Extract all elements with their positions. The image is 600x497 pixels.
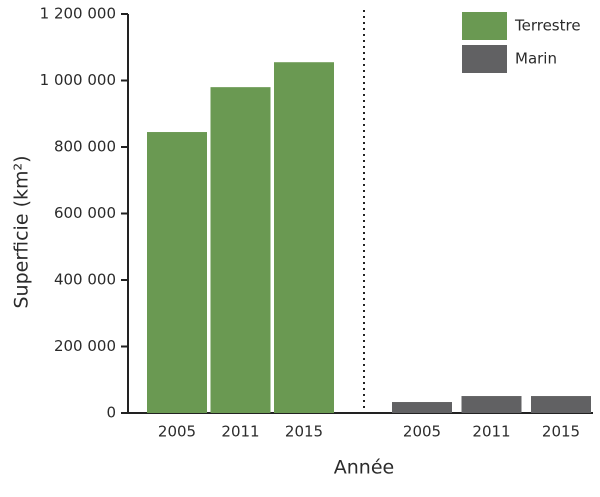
legend-label: Terrestre: [514, 17, 581, 35]
y-tick-label: 0: [106, 404, 116, 422]
x-tick-label: 2005: [158, 423, 196, 441]
legend-label: Marin: [515, 50, 557, 68]
x-axis-title: Année: [334, 457, 394, 479]
y-tick-label: 1 200 000: [40, 5, 116, 23]
x-tick-label: 2015: [542, 423, 580, 441]
legend-swatch: [462, 45, 507, 73]
bar: [274, 62, 334, 414]
x-tick-label: 2005: [403, 423, 441, 441]
y-tick-label: 600 000: [54, 204, 116, 222]
y-tick-label: 200 000: [54, 337, 116, 355]
legend-swatch: [462, 12, 507, 40]
y-tick-label: 800 000: [54, 138, 116, 156]
y-axis-title: Superficie (km²): [11, 155, 33, 308]
y-tick-label: 1 000 000: [40, 71, 116, 89]
x-tick-label: 2015: [285, 423, 323, 441]
x-tick-label: 2011: [221, 423, 259, 441]
bar: [531, 396, 591, 413]
bar: [461, 396, 522, 413]
bar: [392, 402, 452, 413]
bar: [147, 132, 207, 413]
bar: [210, 87, 271, 414]
x-tick-label: 2011: [472, 423, 510, 441]
y-tick-label: 400 000: [54, 271, 116, 289]
